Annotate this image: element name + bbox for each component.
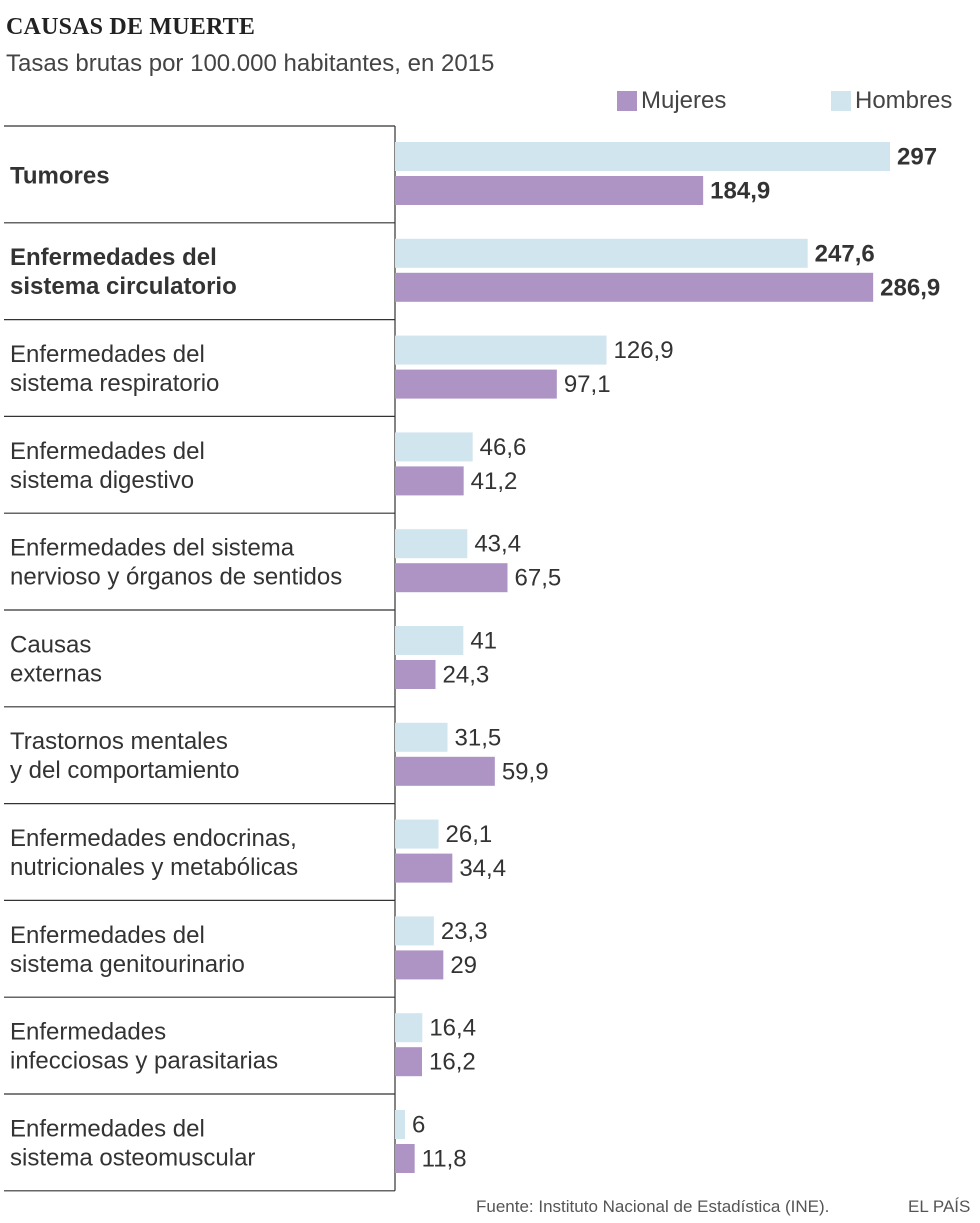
category-label: externas — [10, 660, 102, 687]
data-label-men: 297 — [897, 144, 937, 171]
bar-men — [395, 529, 468, 559]
bar-women — [395, 660, 436, 689]
bar-women — [395, 950, 444, 980]
category-label: sistema genitourinario — [10, 951, 245, 978]
source-note: Fuente: Instituto Nacional de Estadístic… — [476, 1197, 830, 1216]
data-label-women: 286,9 — [880, 274, 940, 301]
data-label-men: 46,6 — [480, 434, 527, 461]
legend-label-men: Hombres — [855, 87, 953, 114]
data-label-women: 97,1 — [564, 371, 611, 398]
data-label-women: 29 — [450, 952, 477, 979]
category-label: Enfermedades del — [10, 922, 205, 949]
data-label-men: 26,1 — [446, 821, 493, 848]
bar-men — [395, 142, 890, 171]
data-label-men: 31,5 — [455, 724, 502, 751]
bar-men — [395, 432, 473, 462]
bar-men — [395, 722, 448, 752]
category-label: sistema circulatorio — [10, 273, 237, 300]
data-label-men: 16,4 — [429, 1015, 476, 1042]
data-label-women: 34,4 — [459, 855, 506, 882]
legend-swatch-women — [617, 91, 637, 111]
bar-women — [395, 1047, 422, 1077]
bar-men — [395, 819, 439, 849]
bar-men — [395, 238, 808, 268]
category-label: Enfermedades endocrinas, — [10, 825, 297, 852]
data-label-women: 24,3 — [443, 662, 490, 689]
bar-women — [395, 369, 557, 399]
category-label: Enfermedades del sistema — [10, 535, 295, 562]
chart-title: CAUSAS DE MUERTE — [6, 14, 256, 40]
bar-women — [395, 272, 874, 302]
data-label-men: 247,6 — [815, 240, 875, 267]
category-label: Enfermedades del — [10, 341, 205, 368]
legend-label-women: Mujeres — [641, 87, 727, 114]
bar-men — [395, 1013, 423, 1043]
bar-women — [395, 1144, 415, 1173]
category-label: y del comportamiento — [10, 757, 239, 784]
data-label-women: 16,2 — [429, 1049, 476, 1076]
data-label-women: 59,9 — [502, 758, 549, 785]
category-label: Tumores — [10, 162, 110, 189]
data-label-men: 43,4 — [474, 531, 521, 558]
category-label: sistema digestivo — [10, 467, 194, 494]
legend-swatch-men — [831, 91, 851, 111]
data-label-men: 6 — [412, 1112, 425, 1139]
category-label: sistema respiratorio — [10, 370, 219, 397]
data-label-women: 184,9 — [710, 178, 770, 205]
category-label: nutricionales y metabólicas — [10, 854, 298, 881]
bar-women — [395, 466, 464, 496]
brand-credit: EL PAÍS — [908, 1197, 971, 1216]
bar-men — [395, 1110, 405, 1139]
bar-women — [395, 563, 508, 593]
data-label-men: 126,9 — [614, 337, 674, 364]
data-label-women: 67,5 — [515, 565, 562, 592]
data-label-women: 41,2 — [471, 468, 518, 495]
legend-item-women: Mujeres — [617, 86, 726, 116]
legend-item-men: Hombres — [831, 86, 952, 116]
bar-women — [395, 853, 453, 883]
bar-men — [395, 626, 464, 655]
category-label: Enfermedades — [10, 1019, 166, 1046]
category-label: Causas — [10, 631, 91, 658]
category-label: Trastornos mentales — [10, 728, 228, 755]
category-label: Enfermedades del — [10, 244, 217, 271]
category-label: Enfermedades del — [10, 438, 205, 465]
bar-men — [395, 916, 434, 946]
bar-men — [395, 335, 607, 365]
bar-women — [395, 176, 704, 205]
data-label-men: 23,3 — [441, 918, 488, 945]
category-label: infecciosas y parasitarias — [10, 1048, 278, 1075]
bar-women — [395, 756, 495, 786]
data-label-men: 41 — [470, 628, 497, 655]
chart-subtitle: Tasas brutas por 100.000 habitantes, en … — [6, 50, 495, 77]
category-label: sistema osteomuscular — [10, 1144, 255, 1171]
category-label: Enfermedades del — [10, 1115, 205, 1142]
category-label: nervioso y órganos de sentidos — [10, 564, 342, 591]
data-label-women: 11,8 — [422, 1146, 467, 1173]
